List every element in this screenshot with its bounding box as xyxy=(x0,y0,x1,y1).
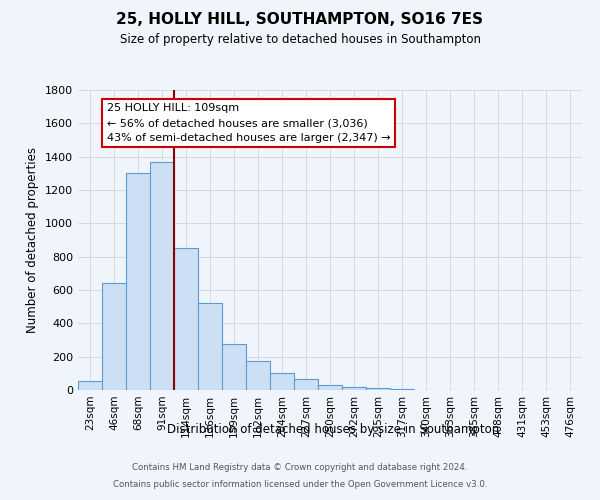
Text: 25 HOLLY HILL: 109sqm
← 56% of detached houses are smaller (3,036)
43% of semi-d: 25 HOLLY HILL: 109sqm ← 56% of detached … xyxy=(107,104,391,143)
Bar xyxy=(246,361,270,390)
Text: Size of property relative to detached houses in Southampton: Size of property relative to detached ho… xyxy=(119,32,481,46)
Bar xyxy=(270,373,294,390)
Bar xyxy=(390,389,414,390)
Bar xyxy=(126,172,150,390)
Bar xyxy=(150,162,174,390)
Y-axis label: Number of detached properties: Number of detached properties xyxy=(26,147,40,333)
Text: Contains HM Land Registry data © Crown copyright and database right 2024.: Contains HM Land Registry data © Crown c… xyxy=(132,462,468,471)
Bar xyxy=(318,385,342,390)
Bar xyxy=(174,248,198,390)
Bar xyxy=(102,283,126,390)
Bar xyxy=(342,386,366,390)
Bar xyxy=(78,381,102,390)
Bar xyxy=(366,388,390,390)
Text: Distribution of detached houses by size in Southampton: Distribution of detached houses by size … xyxy=(167,422,499,436)
Text: 25, HOLLY HILL, SOUTHAMPTON, SO16 7ES: 25, HOLLY HILL, SOUTHAMPTON, SO16 7ES xyxy=(116,12,484,28)
Text: Contains public sector information licensed under the Open Government Licence v3: Contains public sector information licen… xyxy=(113,480,487,489)
Bar xyxy=(198,303,222,390)
Bar xyxy=(222,344,246,390)
Bar xyxy=(294,378,318,390)
